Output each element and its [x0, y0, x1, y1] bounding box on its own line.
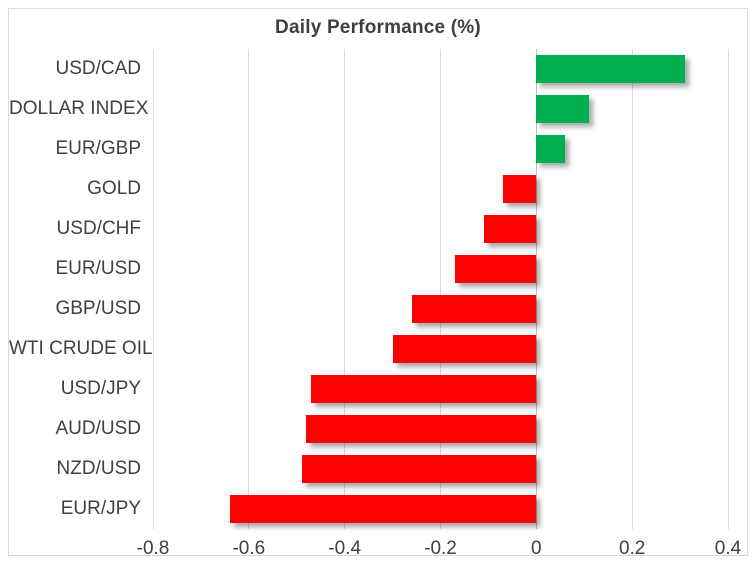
gridline: [152, 49, 154, 529]
category-label: USD/CAD: [55, 58, 141, 79]
category-label: EUR/GBP: [55, 138, 141, 159]
chart-title: Daily Performance (%): [275, 17, 481, 38]
negative-bar-gold: [502, 175, 537, 203]
gridline: [248, 49, 250, 529]
category-label: WTI CRUDE OIL: [9, 338, 153, 359]
category-label: AUD/USD: [55, 418, 141, 439]
positive-bar-eur-gbp: [536, 135, 566, 163]
negative-bar-nzd-usd: [301, 455, 537, 483]
category-label: DOLLAR INDEX: [9, 98, 149, 119]
category-label: EUR/JPY: [60, 498, 141, 519]
gridline: [440, 49, 441, 529]
negative-bar-usd-jpy: [311, 375, 537, 403]
negative-bar-eur-jpy: [229, 495, 537, 523]
x-tick-label: 0.2: [618, 538, 646, 559]
category-label: NZD/USD: [56, 458, 141, 479]
gridline: [344, 49, 346, 529]
negative-bar-aud-usd: [306, 415, 537, 443]
negative-bar-wti-crude-oil: [392, 335, 537, 363]
x-tick-label: 0: [531, 538, 542, 559]
x-tick-label: -0.2: [424, 538, 457, 559]
category-label: EUR/USD: [55, 258, 141, 279]
negative-bar-usd-chf: [483, 215, 537, 243]
gridline: [631, 49, 633, 529]
x-tick-label: 0.4: [714, 538, 742, 559]
category-label: GOLD: [87, 178, 141, 199]
category-label: USD/JPY: [60, 378, 141, 399]
category-label: GBP/USD: [55, 298, 141, 319]
positive-bar-dollar-index: [536, 95, 590, 123]
x-tick-label: -0.4: [328, 538, 362, 559]
x-tick-label: -0.8: [136, 538, 170, 559]
positive-bar-usd-cad: [536, 55, 685, 83]
negative-bar-gbp-usd: [411, 295, 537, 323]
chart-frame: Daily Performance (%) USD/CAD DOLLAR INDE…: [8, 8, 748, 559]
category-label: USD/CHF: [56, 218, 141, 239]
x-tick-label: -0.6: [232, 538, 266, 559]
negative-bar-eur-usd: [454, 255, 537, 283]
plot-area: [152, 49, 729, 529]
zero-axis-line: [535, 49, 537, 529]
gridline: [727, 49, 729, 529]
